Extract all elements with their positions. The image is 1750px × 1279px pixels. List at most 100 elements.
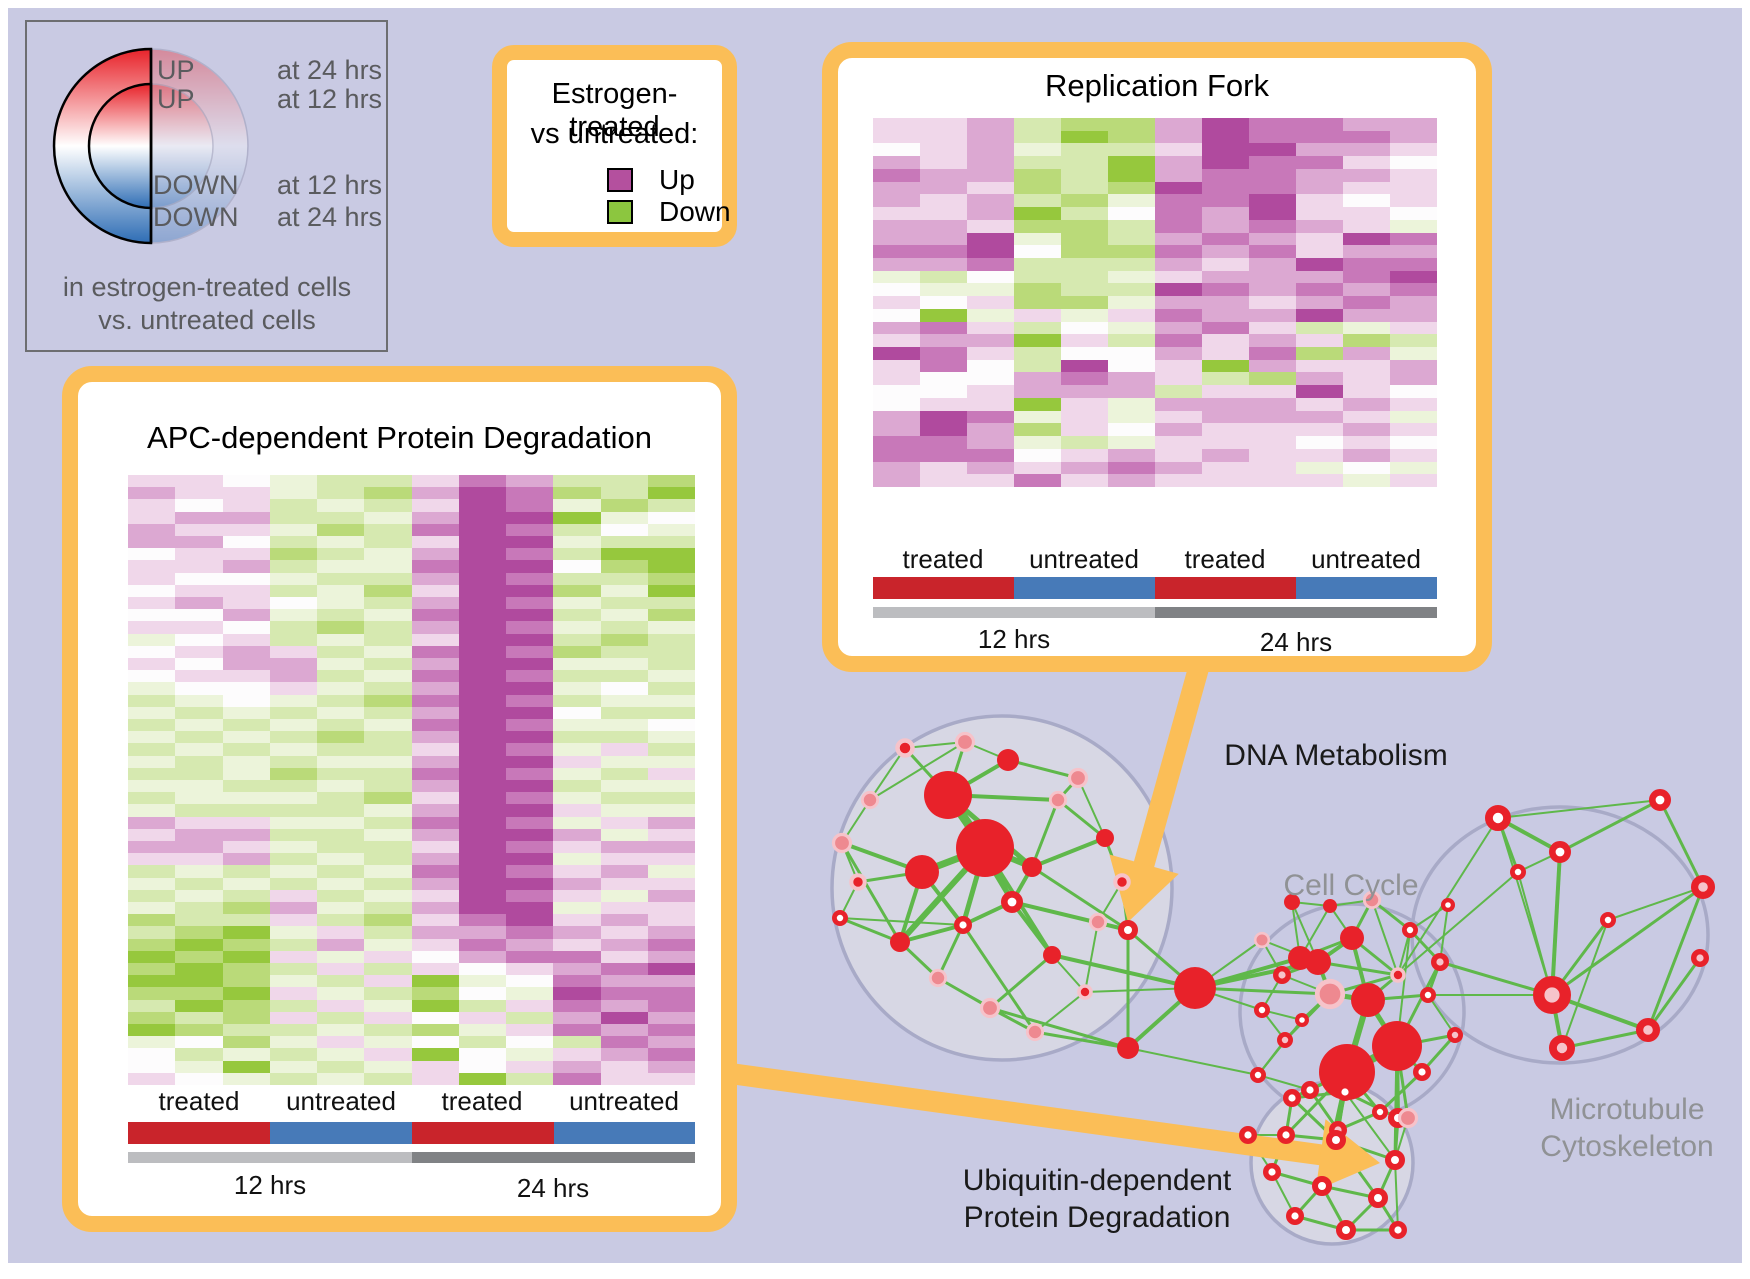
heatmap-cell (128, 889, 176, 902)
heatmap-cell (175, 1060, 223, 1073)
heatmap-cell (175, 1011, 223, 1024)
network-node (1262, 1162, 1281, 1181)
heatmap-cell (458, 1048, 506, 1061)
network-node (860, 790, 880, 810)
up-24-label: UP (157, 55, 195, 85)
heatmap-cell (458, 840, 506, 854)
network-node (997, 749, 1019, 771)
down-12-label: DOWN (153, 170, 238, 200)
heatmap-cell (967, 359, 1014, 373)
heatmap-cell (364, 487, 412, 500)
at-12-label: at 12 hrs (277, 84, 382, 114)
heatmap-cell (506, 682, 554, 695)
network-edge (1030, 799, 1060, 868)
heatmap-cell (222, 645, 270, 658)
heatmap-cell (920, 436, 967, 449)
heatmap-cell (317, 1072, 365, 1085)
heatmap-cell (1249, 245, 1296, 258)
heatmap-cell (600, 877, 648, 890)
heatmap-cell (458, 621, 506, 634)
heatmap-cell (458, 1072, 506, 1085)
heatmap-cell (128, 914, 176, 927)
heatmap-cell (222, 670, 270, 683)
heatmap-cell (920, 334, 967, 348)
heatmap-cell (1296, 397, 1343, 411)
heatmap-cell (600, 767, 648, 780)
heatmap-cell (1343, 207, 1390, 220)
network-node (956, 819, 1014, 877)
heatmap-cell (1108, 283, 1155, 297)
up-swatch-label: Up (659, 164, 695, 195)
heatmap-cell (1343, 257, 1390, 271)
heatmap-cell (128, 853, 176, 866)
heatmap-cell (1202, 385, 1249, 398)
heatmap-cell (175, 718, 223, 732)
heatmap-cell (128, 487, 176, 500)
heatmap-cell (128, 523, 176, 536)
heatmap-cell (411, 1060, 459, 1073)
heatmap-cell (128, 706, 176, 719)
heatmap-cell (175, 926, 223, 939)
heatmap-cell (1202, 474, 1249, 487)
heatmap-cell (269, 633, 317, 646)
heatmap-cell (1014, 359, 1061, 373)
heatmap-cell (1296, 385, 1343, 398)
heatmap-cell (553, 938, 601, 951)
heatmap-cell (1249, 423, 1296, 437)
network-node (1285, 1206, 1304, 1225)
heatmap-cell (1343, 410, 1390, 424)
heatmap-cell (175, 645, 223, 658)
heatmap-cell (175, 548, 223, 561)
heatmap-cell (364, 914, 412, 927)
heatmap-cell (1249, 156, 1296, 169)
heatmap-cell (873, 257, 920, 271)
heatmap-cell (128, 1048, 176, 1061)
heatmap-cell (553, 962, 601, 976)
heatmap-cell (967, 156, 1014, 169)
heatmap-cell (222, 828, 270, 841)
heatmap-cell (1014, 207, 1061, 220)
heatmap-cell (175, 828, 223, 841)
network-node (1238, 1125, 1257, 1144)
heatmap-cell (175, 706, 223, 719)
heatmap-cell (1343, 270, 1390, 284)
heatmap-cell (600, 633, 648, 646)
heatmap-cell (1390, 372, 1437, 386)
heatmap-cell (553, 511, 601, 524)
heatmap-cell (553, 901, 601, 915)
heatmap-cell (600, 621, 648, 634)
heatmap-cell (1108, 194, 1155, 208)
heatmap-cell (222, 718, 270, 732)
network-edge (869, 741, 966, 801)
heatmap-cell (269, 584, 317, 597)
network-edge (1397, 817, 1499, 976)
heatmap-cell (1390, 410, 1437, 424)
heatmap-cell (506, 718, 554, 732)
network-edge (1031, 836, 1106, 869)
heatmap-cell (411, 999, 459, 1012)
heatmap-cell (553, 657, 601, 671)
heatmap-cell (411, 670, 459, 683)
heatmap-cell (1202, 423, 1249, 437)
heatmap-cell (175, 523, 223, 536)
heatmap-cell (1296, 461, 1343, 475)
heatmap-cell (317, 853, 365, 866)
heatmap-cell (269, 779, 317, 793)
network-node (1510, 864, 1527, 881)
heatmap-cell (411, 755, 459, 768)
heatmap-cell (1296, 372, 1343, 386)
heatmap-cell (1108, 296, 1155, 309)
heatmap-cell (128, 877, 176, 890)
heatmap-cell (967, 308, 1014, 322)
network-node (1532, 976, 1571, 1015)
network-node (832, 910, 849, 927)
heatmap-cell (175, 889, 223, 902)
network-node (1077, 984, 1093, 1000)
heatmap-cell (553, 499, 601, 512)
heatmap-cell (1390, 257, 1437, 271)
heatmap-cell (1202, 194, 1249, 208)
heatmap-cell (1014, 181, 1061, 195)
heatmap-cell (411, 926, 459, 939)
network-edge (1551, 885, 1704, 997)
heatmap-cell (506, 950, 554, 963)
